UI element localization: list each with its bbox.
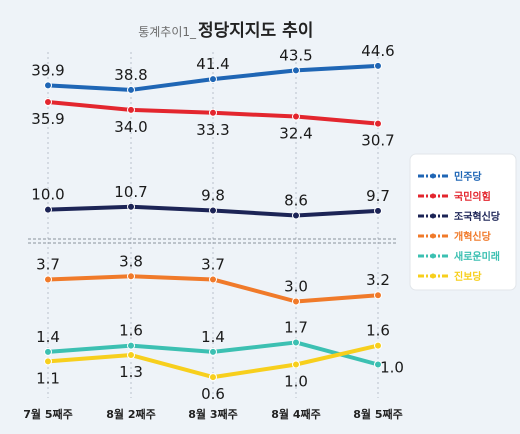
data-label-국민의힘-2: 34.0 bbox=[114, 118, 147, 136]
data-point-조국혁신당-3 bbox=[209, 206, 217, 215]
data-point-민주당-2 bbox=[127, 85, 135, 94]
data-point-개혁신당-2 bbox=[127, 272, 135, 281]
data-point-진보당-5 bbox=[374, 341, 382, 350]
data-point-국민의힘-1 bbox=[44, 97, 52, 106]
chart-title: 정당지지도 추이 bbox=[198, 21, 313, 41]
series-개혁신당: 3.7 3.8 3.7 3.0 3.2 bbox=[36, 252, 390, 306]
data-point-새로운미래-1 bbox=[44, 347, 52, 356]
data-label-조국혁신당-4: 8.6 bbox=[284, 192, 308, 210]
data-label-개혁신당-5: 3.2 bbox=[366, 271, 390, 289]
x-tick-label-5: 8월 5째주 bbox=[353, 407, 403, 421]
x-tick-label-2: 8월 2째주 bbox=[106, 407, 156, 421]
legend-label-새로운미래: 새로운미래 bbox=[454, 250, 500, 263]
data-point-진보당-3 bbox=[209, 373, 217, 382]
legend-box bbox=[409, 153, 517, 291]
data-label-조국혁신당-1: 10.0 bbox=[31, 186, 64, 204]
data-label-새로운미래-2: 1.6 bbox=[119, 322, 143, 340]
data-label-개혁신당-3: 3.7 bbox=[201, 255, 225, 273]
data-label-새로운미래-5: 1.0 bbox=[380, 359, 404, 377]
x-axis-ticks: 7월 5째주 8월 2째주 8월 3째주 8월 4째주 8월 5째주 bbox=[23, 407, 403, 421]
data-point-조국혁신당-2 bbox=[127, 202, 135, 211]
data-point-진보당-4 bbox=[292, 360, 300, 369]
data-point-진보당-1 bbox=[44, 357, 52, 366]
legend-item-조국혁신당: 조국혁신당 bbox=[418, 210, 501, 223]
data-point-조국혁신당-5 bbox=[374, 206, 382, 215]
legend-item-국민의힘: 국민의힘 bbox=[418, 190, 491, 203]
data-label-진보당-2: 1.3 bbox=[119, 363, 143, 381]
axis-break bbox=[28, 238, 396, 244]
x-tick-label-3: 8월 3째주 bbox=[188, 407, 238, 421]
series-group: 39.9 38.8 41.4 43.5 44.6 35.9 34.0 33.3 32.4 30.7… bbox=[31, 42, 404, 403]
series-민주당: 39.9 38.8 41.4 43.5 44.6 bbox=[31, 42, 395, 94]
legend-item-새로운미래: 새로운미래 bbox=[418, 250, 500, 263]
data-point-진보당-2 bbox=[127, 351, 135, 360]
data-label-새로운미래-3: 1.4 bbox=[201, 328, 225, 346]
legend-label-진보당: 진보당 bbox=[454, 270, 482, 283]
data-label-국민의힘-1: 35.9 bbox=[31, 110, 64, 128]
data-point-조국혁신당-4 bbox=[292, 211, 300, 220]
data-label-진보당-1: 1.1 bbox=[36, 369, 60, 387]
data-label-조국혁신당-3: 9.8 bbox=[201, 187, 225, 205]
data-label-개혁신당-1: 3.7 bbox=[36, 255, 60, 273]
data-label-민주당-1: 39.9 bbox=[31, 61, 64, 79]
legend-label-민주당: 민주당 bbox=[454, 170, 482, 183]
data-point-국민의힘-2 bbox=[127, 105, 135, 114]
legend-label-개혁신당: 개혁신당 bbox=[454, 230, 492, 243]
legend-marker-진보당 bbox=[430, 273, 436, 279]
series-조국혁신당: 10.0 10.7 9.8 8.6 9.7 bbox=[31, 183, 390, 220]
data-point-민주당-4 bbox=[292, 66, 300, 75]
legend-marker-새로운미래 bbox=[430, 253, 436, 259]
series-진보당: 1.1 1.3 0.6 1.0 1.6 bbox=[36, 322, 390, 404]
data-point-국민의힘-5 bbox=[374, 119, 382, 128]
legend-marker-국민의힘 bbox=[430, 193, 436, 199]
data-label-진보당-3: 0.6 bbox=[201, 385, 225, 403]
data-point-개혁신당-3 bbox=[209, 275, 217, 284]
legend-label-조국혁신당: 조국혁신당 bbox=[454, 210, 501, 223]
data-label-국민의힘-4: 32.4 bbox=[279, 125, 312, 143]
data-point-민주당-3 bbox=[209, 75, 217, 84]
data-point-새로운미래-3 bbox=[209, 347, 217, 356]
chart-title-prefix: 통계추이1_ bbox=[138, 25, 197, 39]
data-point-개혁신당-5 bbox=[374, 291, 382, 300]
data-point-새로운미래-5 bbox=[374, 360, 382, 369]
data-label-새로운미래-4: 1.7 bbox=[284, 318, 308, 336]
data-point-새로운미래-2 bbox=[127, 341, 135, 350]
data-point-국민의힘-3 bbox=[209, 108, 217, 117]
series-국민의힘: 35.9 34.0 33.3 32.4 30.7 bbox=[31, 97, 395, 150]
data-point-조국혁신당-1 bbox=[44, 205, 52, 214]
data-point-민주당-5 bbox=[374, 61, 382, 70]
data-label-진보당-4: 1.0 bbox=[284, 373, 308, 391]
data-label-조국혁신당-5: 9.7 bbox=[366, 187, 390, 205]
data-point-새로운미래-4 bbox=[292, 338, 300, 347]
data-point-민주당-1 bbox=[44, 81, 52, 90]
data-label-민주당-3: 41.4 bbox=[196, 55, 229, 73]
x-tick-label-4: 8월 4째주 bbox=[271, 407, 321, 421]
data-point-개혁신당-1 bbox=[44, 275, 52, 284]
data-label-국민의힘-3: 33.3 bbox=[196, 121, 229, 139]
data-point-국민의힘-4 bbox=[292, 112, 300, 121]
grid bbox=[47, 52, 379, 398]
legend-marker-개혁신당 bbox=[430, 233, 436, 239]
data-label-민주당-5: 44.6 bbox=[361, 42, 394, 60]
data-label-개혁신당-4: 3.0 bbox=[284, 278, 308, 296]
data-label-개혁신당-2: 3.8 bbox=[119, 252, 143, 270]
legend-marker-조국혁신당 bbox=[430, 213, 436, 219]
series-새로운미래: 1.4 1.6 1.4 1.7 1.0 bbox=[36, 318, 404, 376]
data-label-진보당-5: 1.6 bbox=[366, 322, 390, 340]
data-label-조국혁신당-2: 10.7 bbox=[114, 183, 147, 201]
x-tick-label-1: 7월 5째주 bbox=[23, 407, 73, 421]
legend-item-진보당: 진보당 bbox=[418, 270, 482, 283]
legend-item-개혁신당: 개혁신당 bbox=[418, 230, 492, 243]
data-point-개혁신당-4 bbox=[292, 297, 300, 306]
legend-marker-민주당 bbox=[430, 173, 436, 179]
data-label-민주당-2: 38.8 bbox=[114, 66, 147, 84]
legend-item-민주당: 민주당 bbox=[418, 170, 482, 183]
data-label-새로운미래-1: 1.4 bbox=[36, 328, 60, 346]
data-label-민주당-4: 43.5 bbox=[279, 46, 312, 64]
legend-label-국민의힘: 국민의힘 bbox=[454, 190, 491, 203]
data-label-국민의힘-5: 30.7 bbox=[361, 132, 394, 150]
